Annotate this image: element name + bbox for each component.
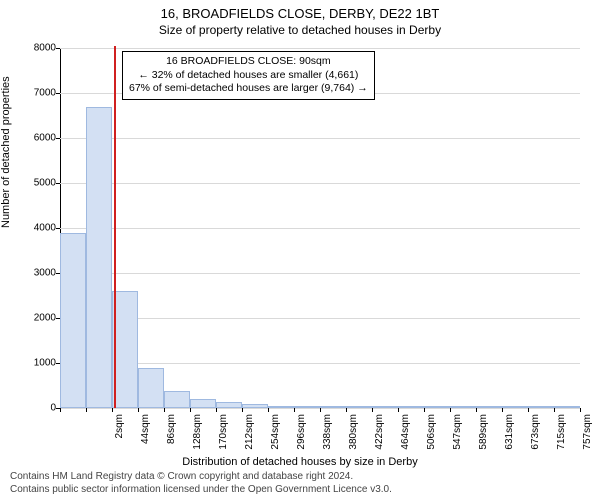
y-tick-label: 5000 [16,178,56,189]
x-tick-mark [398,408,399,412]
y-tick-label: 6000 [16,133,56,144]
histogram-bar [346,406,372,408]
y-tick-mark [56,138,60,139]
y-gridline [60,363,580,364]
y-tick-label: 3000 [16,268,56,279]
x-tick-mark [346,408,347,412]
x-tick-mark [268,408,269,412]
x-axis-label: Distribution of detached houses by size … [0,456,600,468]
y-tick-label: 4000 [16,223,56,234]
x-tick-mark [138,408,139,412]
y-axis-label: Number of detached properties [0,76,12,228]
x-tick-mark [372,408,373,412]
histogram-bar [424,406,450,408]
y-tick-mark [56,48,60,49]
y-tick-mark [56,93,60,94]
y-tick-label: 1000 [16,358,56,369]
chart-subtitle: Size of property relative to detached ho… [0,23,600,37]
annotation-line3: 67% of semi-detached houses are larger (… [129,82,368,96]
x-tick-mark [320,408,321,412]
x-tick-mark [580,408,581,412]
histogram-bar [268,406,294,408]
histogram-bar [398,406,424,408]
x-tick-mark [554,408,555,412]
y-tick-label: 8000 [16,43,56,54]
y-tick-label: 0 [16,403,56,414]
histogram-bar [476,406,502,408]
x-tick-mark [86,408,87,412]
attribution-text: Contains HM Land Registry data © Crown c… [10,471,590,496]
histogram-bar [294,406,320,408]
x-tick-mark [294,408,295,412]
y-gridline [60,273,580,274]
histogram-bar [450,406,476,408]
x-tick-mark [60,408,61,412]
histogram-bar [502,406,528,408]
x-tick-mark [528,408,529,412]
histogram-bar [242,404,268,408]
histogram-bar [138,368,164,409]
y-gridline [60,138,580,139]
x-tick-mark [242,408,243,412]
x-tick-mark [216,408,217,412]
histogram-bar [320,406,346,408]
y-gridline [60,48,580,49]
y-tick-mark [56,228,60,229]
histogram-bar [372,406,398,408]
x-tick-mark [112,408,113,412]
x-tick-mark [502,408,503,412]
x-tick-mark [190,408,191,412]
annotation-box: 16 BROADFIELDS CLOSE: 90sqm ← 32% of det… [122,51,375,100]
histogram-bar [112,291,138,408]
x-tick-mark [164,408,165,412]
property-marker-line [114,46,116,408]
histogram-bar [554,406,580,408]
annotation-line2: ← 32% of detached houses are smaller (4,… [129,69,368,83]
y-gridline [60,183,580,184]
histogram-bar [164,391,190,408]
chart-container: 16, BROADFIELDS CLOSE, DERBY, DE22 1BT S… [0,0,600,500]
x-tick-mark [476,408,477,412]
plot-area: 16 BROADFIELDS CLOSE: 90sqm ← 32% of det… [60,48,580,408]
attribution-line2: Contains public sector information licen… [10,484,590,497]
histogram-bar [60,233,86,409]
y-tick-label: 7000 [16,88,56,99]
histogram-bar [190,399,216,408]
y-tick-mark [56,183,60,184]
chart-title: 16, BROADFIELDS CLOSE, DERBY, DE22 1BT [0,0,600,23]
annotation-line1: 16 BROADFIELDS CLOSE: 90sqm [129,55,368,69]
y-gridline [60,318,580,319]
y-tick-label: 2000 [16,313,56,324]
histogram-bar [216,402,242,408]
histogram-bar [86,107,112,409]
x-tick-mark [424,408,425,412]
y-gridline [60,228,580,229]
attribution-line1: Contains HM Land Registry data © Crown c… [10,471,590,484]
histogram-bar [528,406,554,408]
x-tick-mark [450,408,451,412]
